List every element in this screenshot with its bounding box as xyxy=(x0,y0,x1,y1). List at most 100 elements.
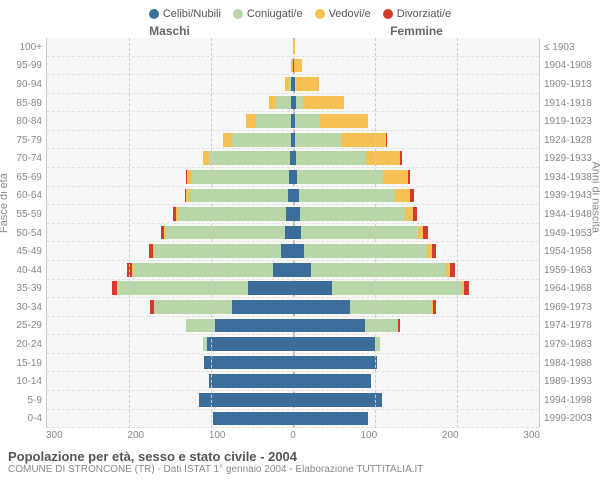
age-label: 80-84 xyxy=(0,112,42,131)
legend-item: Celibi/Nubili xyxy=(149,8,221,20)
bar-segment xyxy=(281,244,293,258)
bar-segment xyxy=(133,263,272,277)
year-label: 1909-1913 xyxy=(544,75,600,94)
female-half xyxy=(293,112,539,130)
bar-segment xyxy=(433,300,436,314)
legend-swatch xyxy=(149,9,159,19)
female-half xyxy=(293,224,539,242)
bar-segment xyxy=(365,319,398,333)
age-label: 35-39 xyxy=(0,280,42,299)
bar-segment xyxy=(232,300,294,314)
age-label: 30-34 xyxy=(0,298,42,317)
male-half xyxy=(47,75,293,93)
x-ticks: 3002001000100200300 xyxy=(46,428,540,443)
female-half xyxy=(293,317,539,335)
age-label: 45-49 xyxy=(0,242,42,261)
bar-segment xyxy=(293,40,295,54)
year-label: 1999-2003 xyxy=(544,410,600,429)
bar-row xyxy=(47,205,539,224)
bar-row xyxy=(47,75,539,94)
y-right-title: Anni di nascita xyxy=(590,161,600,233)
bar-segment xyxy=(207,337,293,351)
male-half xyxy=(47,94,293,112)
bar-segment xyxy=(293,337,375,351)
bar-segment xyxy=(293,281,332,295)
age-label: 5-9 xyxy=(0,391,42,410)
bar-segment xyxy=(413,207,417,221)
bar-segment xyxy=(232,133,291,147)
female-half xyxy=(293,149,539,167)
bar-segment xyxy=(178,207,286,221)
bar-row xyxy=(47,57,539,76)
bars-area xyxy=(46,38,540,428)
year-label: 1964-1968 xyxy=(544,280,600,299)
bar-row xyxy=(47,168,539,187)
bar-row xyxy=(47,410,539,429)
male-half xyxy=(47,168,293,186)
x-tick: 100 xyxy=(361,430,378,441)
age-label: 100+ xyxy=(0,38,42,57)
bar-segment xyxy=(190,189,288,203)
age-label: 25-29 xyxy=(0,317,42,336)
bar-row xyxy=(47,149,539,168)
male-half xyxy=(47,131,293,149)
bar-segment xyxy=(276,96,291,110)
y-axis-left: 100+95-9990-9485-8980-8475-7970-7465-696… xyxy=(0,38,46,428)
bar-segment xyxy=(248,281,293,295)
male-half xyxy=(47,298,293,316)
legend-swatch xyxy=(233,9,243,19)
age-label: 10-14 xyxy=(0,372,42,391)
bar-segment xyxy=(386,133,388,147)
age-label: 0-4 xyxy=(0,410,42,429)
bar-segment xyxy=(213,412,293,426)
age-label: 70-74 xyxy=(0,149,42,168)
bar-segment xyxy=(117,281,248,295)
age-label: 40-44 xyxy=(0,261,42,280)
x-tick: 300 xyxy=(523,430,540,441)
year-label: 1984-1988 xyxy=(544,354,600,373)
bar-segment xyxy=(366,151,400,165)
bar-segment xyxy=(398,319,400,333)
female-half xyxy=(293,38,539,56)
male-half xyxy=(47,187,293,205)
male-half xyxy=(47,38,293,56)
bar-segment xyxy=(341,133,386,147)
gridline xyxy=(457,38,458,428)
gridline xyxy=(375,38,376,428)
female-half xyxy=(293,242,539,260)
x-tick: 0 xyxy=(290,430,296,441)
bar-segment xyxy=(400,151,402,165)
male-half xyxy=(47,372,293,390)
female-half xyxy=(293,410,539,428)
bar-segment xyxy=(209,374,293,388)
bar-segment xyxy=(293,412,368,426)
male-half xyxy=(47,224,293,242)
bar-segment xyxy=(297,170,383,184)
header-male: Maschi xyxy=(46,24,293,38)
male-half xyxy=(47,205,293,223)
age-label: 20-24 xyxy=(0,335,42,354)
gridline xyxy=(211,38,212,428)
x-axis: 3002001000100200300 xyxy=(0,428,600,443)
bar-segment xyxy=(395,189,410,203)
year-label: ≤ 1903 xyxy=(544,38,600,57)
bar-row xyxy=(47,317,539,336)
bar-segment xyxy=(293,263,311,277)
bar-row xyxy=(47,187,539,206)
gender-headers: Maschi Femmine xyxy=(0,24,600,38)
male-half xyxy=(47,112,293,130)
bar-segment xyxy=(293,393,382,407)
female-half xyxy=(293,131,539,149)
age-label: 95-99 xyxy=(0,57,42,76)
plot-area: Fasce di età 100+95-9990-9485-8980-8475-… xyxy=(0,38,600,428)
female-half xyxy=(293,280,539,298)
bar-segment xyxy=(293,226,301,240)
year-label: 1974-1978 xyxy=(544,317,600,336)
bar-segment xyxy=(408,170,410,184)
year-label: 1979-1983 xyxy=(544,335,600,354)
legend-label: Coniugati/e xyxy=(247,8,303,20)
age-label: 90-94 xyxy=(0,75,42,94)
bar-segment xyxy=(332,281,462,295)
legend-label: Divorziati/e xyxy=(397,8,451,20)
year-label: 1954-1958 xyxy=(544,242,600,261)
